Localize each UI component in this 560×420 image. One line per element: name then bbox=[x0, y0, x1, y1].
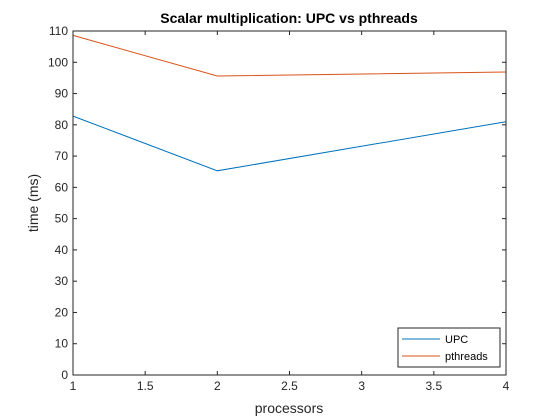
x-tick-label: 2.5 bbox=[281, 379, 298, 393]
y-tick-label: 80 bbox=[55, 118, 69, 132]
y-tick-label: 110 bbox=[49, 24, 68, 38]
y-tick-label: 20 bbox=[55, 305, 69, 319]
y-tick-label: 50 bbox=[55, 212, 69, 226]
plot-area bbox=[73, 31, 506, 375]
x-tick-label: 3 bbox=[358, 379, 365, 393]
legend: UPC pthreads bbox=[398, 328, 500, 367]
x-tick-label: 1.5 bbox=[137, 379, 154, 393]
x-tick-label: 3.5 bbox=[425, 379, 442, 393]
y-tick-label: 60 bbox=[55, 180, 69, 194]
y-tick-label: 0 bbox=[61, 368, 68, 382]
y-tick-label: 100 bbox=[48, 55, 68, 69]
x-tick-label: 1 bbox=[70, 379, 77, 393]
chart-title: Scalar multiplication: UPC vs pthreads bbox=[160, 10, 418, 26]
y-tick-label: 90 bbox=[55, 87, 69, 101]
legend-label: pthreads bbox=[445, 351, 488, 363]
x-axis-label: processors bbox=[255, 400, 323, 416]
y-tick-label: 70 bbox=[55, 149, 69, 163]
y-tick-label: 40 bbox=[55, 243, 69, 257]
y-tick-label: 10 bbox=[55, 337, 69, 351]
legend-label: UPC bbox=[445, 334, 468, 346]
x-tick-label: 2 bbox=[214, 379, 221, 393]
y-axis-label: time (ms) bbox=[25, 174, 41, 232]
x-tick-label: 4 bbox=[503, 379, 510, 393]
y-tick-label: 30 bbox=[55, 274, 69, 288]
